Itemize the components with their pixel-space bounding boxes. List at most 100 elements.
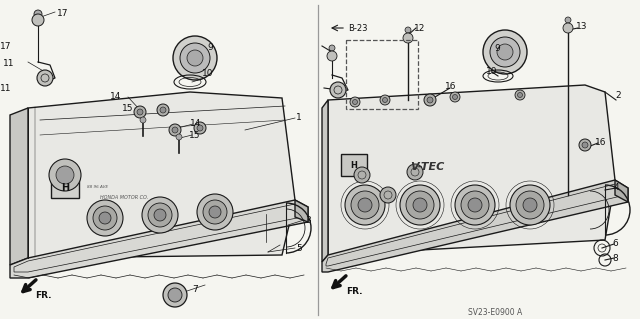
Circle shape (354, 167, 370, 183)
Circle shape (515, 90, 525, 100)
Text: 8: 8 (612, 254, 618, 263)
Circle shape (134, 106, 146, 118)
Text: FR.: FR. (346, 287, 362, 296)
Circle shape (452, 94, 458, 100)
Circle shape (490, 37, 520, 67)
Circle shape (579, 139, 591, 151)
Circle shape (140, 117, 146, 123)
Text: 1: 1 (296, 113, 301, 122)
Text: FR.: FR. (35, 292, 51, 300)
Circle shape (148, 203, 172, 227)
Circle shape (461, 191, 489, 219)
Polygon shape (615, 180, 628, 202)
Polygon shape (10, 200, 308, 278)
Text: 7: 7 (192, 285, 198, 294)
Text: 11: 11 (3, 59, 15, 68)
Circle shape (160, 107, 166, 113)
Text: 9: 9 (207, 43, 212, 53)
Text: 4: 4 (614, 183, 620, 192)
Text: 16: 16 (595, 138, 607, 147)
Circle shape (32, 14, 44, 26)
Circle shape (93, 206, 117, 230)
Circle shape (203, 200, 227, 224)
Text: 11: 11 (0, 84, 12, 93)
FancyBboxPatch shape (51, 174, 79, 198)
Circle shape (194, 122, 206, 134)
Text: 16: 16 (445, 82, 456, 91)
Text: 14: 14 (190, 119, 202, 128)
Circle shape (516, 191, 544, 219)
Polygon shape (28, 92, 295, 258)
Circle shape (424, 94, 436, 106)
Circle shape (137, 109, 143, 115)
Circle shape (383, 98, 387, 102)
Circle shape (563, 23, 573, 33)
Circle shape (510, 185, 550, 225)
Text: 12: 12 (414, 24, 426, 33)
Text: 9: 9 (494, 44, 500, 53)
Text: 15: 15 (189, 131, 200, 140)
Text: H: H (351, 160, 357, 169)
Circle shape (87, 200, 123, 236)
Text: H: H (61, 183, 69, 193)
Circle shape (413, 198, 427, 212)
Circle shape (209, 206, 221, 218)
Circle shape (427, 97, 433, 103)
Circle shape (56, 166, 74, 184)
Circle shape (169, 124, 181, 136)
Circle shape (154, 209, 166, 221)
Circle shape (330, 82, 346, 98)
Text: 13: 13 (576, 22, 588, 31)
Polygon shape (328, 85, 615, 255)
Circle shape (176, 134, 182, 140)
Text: 10: 10 (202, 69, 214, 78)
Circle shape (197, 125, 203, 131)
Text: 88 96 AVE: 88 96 AVE (87, 185, 108, 189)
Circle shape (142, 197, 178, 233)
Circle shape (37, 70, 53, 86)
Text: 17: 17 (0, 42, 12, 51)
FancyBboxPatch shape (341, 154, 367, 176)
Text: B-23: B-23 (348, 24, 367, 33)
Circle shape (351, 191, 379, 219)
Text: V-TEC: V-TEC (410, 162, 444, 172)
Circle shape (407, 164, 423, 180)
Text: 14: 14 (110, 92, 122, 101)
Text: 17: 17 (57, 9, 68, 18)
Circle shape (582, 142, 588, 148)
Circle shape (405, 27, 411, 33)
Circle shape (163, 283, 187, 307)
Polygon shape (322, 100, 328, 262)
Circle shape (157, 104, 169, 116)
Circle shape (455, 185, 495, 225)
Text: 2: 2 (615, 92, 621, 100)
Text: HONDA MOTOR CO.: HONDA MOTOR CO. (100, 195, 148, 200)
Circle shape (173, 36, 217, 80)
Circle shape (358, 198, 372, 212)
Text: SV23-E0900 A: SV23-E0900 A (468, 308, 522, 317)
Circle shape (345, 185, 385, 225)
Circle shape (565, 17, 571, 23)
Circle shape (327, 51, 337, 61)
Polygon shape (322, 180, 628, 272)
Circle shape (49, 159, 81, 191)
Circle shape (180, 43, 210, 73)
Circle shape (197, 194, 233, 230)
Text: 3: 3 (305, 216, 311, 225)
Circle shape (99, 212, 111, 224)
Circle shape (172, 127, 178, 133)
Circle shape (350, 97, 360, 107)
Polygon shape (295, 200, 308, 222)
Text: 15: 15 (122, 104, 134, 113)
Text: 10: 10 (486, 67, 497, 76)
Text: 6: 6 (612, 239, 618, 248)
Circle shape (329, 45, 335, 51)
Circle shape (406, 191, 434, 219)
Circle shape (450, 92, 460, 102)
Circle shape (497, 44, 513, 60)
Circle shape (380, 95, 390, 105)
Circle shape (468, 198, 482, 212)
Circle shape (400, 185, 440, 225)
Circle shape (34, 10, 42, 18)
Circle shape (380, 187, 396, 203)
